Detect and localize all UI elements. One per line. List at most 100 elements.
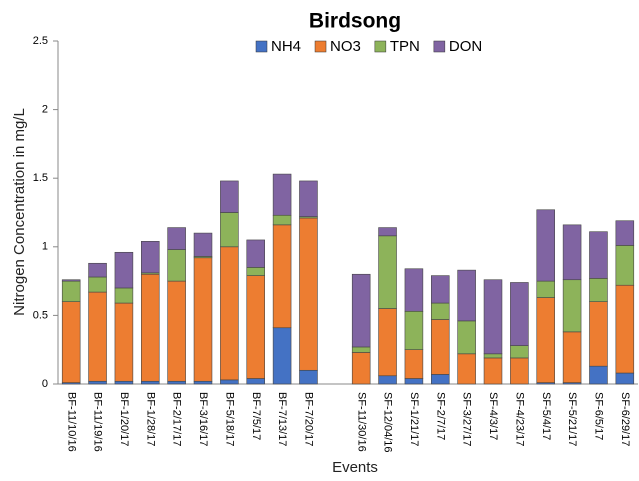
legend-swatch: [433, 40, 446, 53]
bar-segment: [272, 224, 292, 329]
bar-segment: [483, 279, 503, 355]
x-tick-label: BF-5/18/17: [223, 392, 235, 446]
bar-segment: [404, 268, 424, 312]
y-tick-label: 1.5: [33, 172, 48, 184]
bar-segment: [246, 239, 265, 268]
bar-segment: [88, 262, 107, 278]
bar-segment: [378, 227, 397, 237]
bar-segment: [510, 357, 529, 385]
bar-segment: [351, 352, 371, 385]
bar-segment: [589, 231, 608, 279]
bar-segment: [615, 372, 635, 385]
bar-segment: [167, 380, 186, 385]
y-tick-label: 0.5: [33, 309, 48, 321]
x-tick-label: SF-5/21/17: [566, 392, 578, 446]
bar-segment: [483, 357, 503, 385]
y-tick-label: 2: [42, 104, 48, 116]
bar-segment: [246, 378, 265, 385]
bar-segment: [510, 345, 529, 359]
bar-segment: [88, 380, 107, 385]
bar-segment: [404, 378, 424, 385]
bar-segment: [141, 241, 160, 274]
y-tick-label: 1: [42, 241, 48, 253]
bar-segment: [589, 301, 608, 367]
bar-segment: [167, 280, 186, 382]
x-tick-label: SF-3/27/17: [461, 392, 473, 446]
legend-label: TPN: [390, 38, 420, 55]
bar-segment: [272, 327, 292, 385]
bar-segment: [562, 331, 582, 383]
bar-segment: [167, 227, 186, 250]
bar-segment: [220, 180, 239, 213]
legend-label: DON: [449, 38, 482, 55]
bar-segment: [589, 278, 608, 302]
y-tick-label: 2.5: [33, 35, 48, 47]
bar-segment: [351, 273, 371, 348]
x-tick-label: BF-3/16/17: [197, 392, 209, 446]
x-tick-label: SF-5/4/17: [540, 392, 552, 440]
x-tick-label: BF-11/10/16: [65, 392, 77, 452]
bar-segment: [141, 380, 160, 385]
bar-segment: [431, 374, 450, 385]
bar-segment: [299, 217, 318, 371]
legend-swatch: [255, 40, 268, 53]
bar-segment: [457, 320, 476, 355]
bar-segment: [404, 310, 424, 350]
x-tick-label: SF-6/29/17: [619, 392, 631, 446]
bar-segment: [246, 267, 265, 276]
bar-segment: [536, 297, 555, 383]
x-tick-label: BF-2/17/17: [171, 392, 183, 446]
bar-segment: [220, 379, 239, 385]
bar-segment: [589, 365, 608, 385]
x-axis-title: Events: [332, 459, 378, 476]
bar-segment: [88, 276, 107, 293]
x-tick-label: SF-2/7/17: [434, 392, 446, 440]
bar-segment: [562, 224, 582, 281]
legend-label: NO3: [330, 38, 361, 55]
bar-segment: [536, 280, 555, 298]
bar-segment: [510, 282, 529, 346]
bar-segment: [615, 284, 635, 374]
bar-segment: [457, 269, 476, 322]
bar-segment: [483, 353, 503, 359]
legend-label: NH4: [271, 38, 301, 55]
bar-segment: [61, 280, 81, 302]
x-tick-label: BF-11/19/16: [92, 392, 104, 452]
bar-segment: [114, 380, 134, 385]
bar-segment: [246, 275, 265, 379]
bar-segment: [562, 279, 582, 333]
bar-segment: [299, 180, 318, 217]
bar-segment: [431, 302, 450, 320]
bar-segment: [378, 375, 397, 385]
bar-segment: [615, 245, 635, 286]
bar-segment: [378, 308, 397, 377]
x-tick-label: BF-7/5/17: [250, 392, 262, 440]
x-tick-label: BF-1/28/17: [144, 392, 156, 446]
bar-segment: [431, 319, 450, 375]
x-tick-label: BF-7/20/17: [303, 392, 315, 446]
bar-segment: [114, 251, 134, 289]
chart-title: Birdsong: [309, 10, 401, 33]
bar-segment: [272, 214, 292, 226]
bar-segment: [193, 232, 213, 257]
x-tick-label: SF-11/30/16: [355, 392, 367, 452]
bar-segment: [61, 279, 81, 282]
bar-segment: [220, 212, 239, 248]
bar-segment: [114, 287, 134, 304]
x-tick-label: SF-4/23/17: [513, 392, 525, 446]
x-tick-label: SF-6/5/17: [593, 392, 605, 440]
legend-swatch: [314, 40, 327, 53]
bar-segment: [351, 346, 371, 353]
bar-segment: [615, 220, 635, 246]
x-tick-label: SF-1/21/17: [408, 392, 420, 446]
bar-segment: [141, 273, 160, 382]
x-tick-label: BF-1/20/17: [118, 392, 130, 446]
bar-segment: [61, 301, 81, 383]
bar-segment: [167, 249, 186, 282]
bar-segment: [220, 246, 239, 381]
bar-segment: [404, 349, 424, 379]
bar-segment: [457, 353, 476, 385]
bar-segment: [272, 173, 292, 216]
x-tick-label: SF-12/04/16: [382, 392, 394, 453]
bar-segment: [431, 275, 450, 304]
